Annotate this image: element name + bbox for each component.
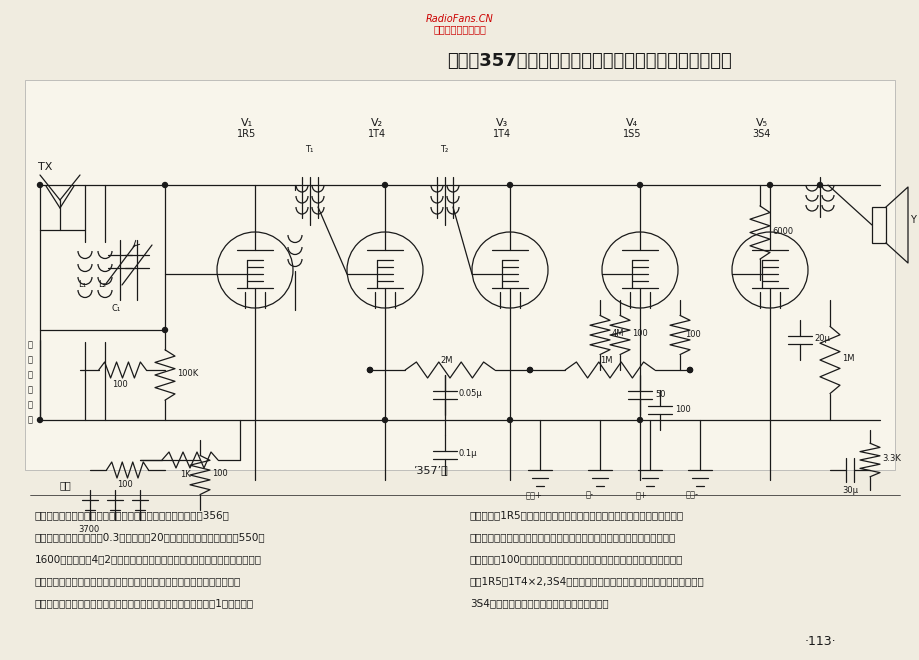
Text: V₁: V₁ — [241, 118, 253, 128]
Text: 50: 50 — [654, 390, 664, 399]
Text: 免除个别的1R5电子管在某点频率附近工作时引起的振荡叫声；短泥振荡回: 免除个别的1R5电子管在某点频率附近工作时引起的振荡叫声；短泥振荡回 — [470, 510, 684, 520]
Text: 甲+: 甲+ — [635, 490, 647, 499]
Text: 甲电+: 甲电+ — [526, 490, 542, 499]
Circle shape — [527, 368, 532, 372]
Text: 增: 增 — [28, 370, 33, 379]
Text: TX: TX — [38, 162, 52, 172]
Text: 1T4: 1T4 — [368, 129, 386, 139]
Text: 子犃1R5、1T4×2,3S4等四个帘栊依连在一起，合用一个降压电路，改善: 子犃1R5、1T4×2,3S4等四个帘栊依连在一起，合用一个降压电路，改善 — [470, 576, 704, 586]
Text: 益: 益 — [28, 385, 33, 394]
Text: 自: 自 — [28, 340, 33, 349]
Text: 1T4: 1T4 — [493, 129, 511, 139]
Text: 控: 控 — [28, 400, 33, 409]
Circle shape — [686, 368, 692, 372]
Text: 路，谐回路振荡线圈串接一只固定式云母垫衬电容器，达成同步调谐，屏回: 路，谐回路振荡线圈串接一只固定式云母垫衬电容器，达成同步调谐，屏回 — [470, 532, 675, 542]
Text: 1M: 1M — [841, 354, 854, 363]
Circle shape — [527, 368, 532, 372]
Text: 1R5: 1R5 — [237, 129, 256, 139]
Text: 3S4: 3S4 — [752, 129, 770, 139]
Text: Y: Y — [909, 215, 915, 225]
Text: 0.05μ: 0.05μ — [459, 389, 482, 398]
Text: 相同。电力消耗，甲电：0.3安，乙电：20毫安）收听频率范围：中泥550～: 相同。电力消耗，甲电：0.3安，乙电：20毫安）收听频率范围：中泥550～ — [35, 532, 266, 542]
Text: 1600千周，短扴4～2兆周；中频阻抗交连，第一中放管后面采用不调整式阻: 1600千周，短扴4～2兆周；中频阻抗交连，第一中放管后面采用不调整式阻 — [35, 554, 262, 564]
Text: 100: 100 — [685, 330, 700, 339]
Text: 3700: 3700 — [78, 525, 99, 534]
Text: V₃: V₃ — [495, 118, 507, 128]
Text: 【说明】本机为电池超外差式收音机，除下列各项外，其余与356型: 【说明】本机为电池超外差式收音机，除下列各项外，其余与356型 — [35, 510, 230, 520]
Circle shape — [686, 368, 692, 372]
Circle shape — [163, 183, 167, 187]
Text: RadioFans.CN: RadioFans.CN — [425, 14, 494, 24]
Text: 联一只半调整式云母垫衬电容器，用以同步调谐，屏回路串接一只1千欧电阵，: 联一只半调整式云母垫衬电容器，用以同步调谐，屏回路串接一只1千欧电阵， — [35, 598, 254, 608]
Text: 0.1μ: 0.1μ — [459, 449, 477, 458]
Text: 乙电: 乙电 — [60, 480, 72, 490]
Circle shape — [507, 183, 512, 187]
Circle shape — [367, 368, 372, 372]
Text: 20μ: 20μ — [813, 334, 829, 343]
Text: 1K: 1K — [180, 470, 190, 479]
Text: 100: 100 — [112, 380, 128, 389]
Text: 6000: 6000 — [771, 226, 792, 236]
Text: 乙-: 乙- — [585, 490, 594, 499]
Text: 乙甲-: 乙甲- — [686, 490, 698, 499]
Text: ’357’型: ’357’型 — [413, 465, 447, 475]
Text: 3.3K: 3.3K — [881, 454, 900, 463]
Text: 路串接一只100欧电阵，免除在高频工作时引起的干扰叫声；帘栊电路：电: 路串接一只100欧电阵，免除在高频工作时引起的干扰叫声；帘栊电路：电 — [470, 554, 683, 564]
Text: T₁: T₁ — [305, 145, 313, 154]
Bar — [25, 80, 894, 470]
Bar — [871, 207, 885, 243]
Text: C₁: C₁ — [112, 304, 121, 313]
Text: 30μ: 30μ — [841, 486, 857, 495]
Text: 1M: 1M — [599, 356, 612, 365]
Circle shape — [38, 418, 42, 422]
Text: V₅: V₅ — [755, 118, 767, 128]
Text: V₄: V₄ — [625, 118, 638, 128]
Circle shape — [382, 418, 387, 422]
Circle shape — [382, 183, 387, 187]
Text: 100: 100 — [118, 480, 133, 489]
Text: 2M: 2M — [439, 356, 452, 365]
Text: 100: 100 — [211, 469, 228, 478]
Text: V₂: V₂ — [370, 118, 382, 128]
Circle shape — [367, 368, 372, 372]
Text: 100K: 100K — [176, 369, 198, 378]
Text: 100: 100 — [631, 329, 647, 338]
Text: 4M: 4M — [611, 329, 624, 338]
Text: 3S4帘栊压受输入讯号变动的影响，减小失真。: 3S4帘栊压受输入讯号变动的影响，减小失真。 — [470, 598, 608, 608]
Text: T₂: T₂ — [439, 145, 448, 154]
Text: L₁: L₁ — [78, 280, 85, 289]
Circle shape — [637, 183, 641, 187]
Text: 动: 动 — [28, 355, 33, 364]
Text: 上海牌357型直流五管二波段（原上海广播器材厂产品）: 上海牌357型直流五管二波段（原上海广播器材厂产品） — [448, 52, 732, 70]
Circle shape — [766, 183, 772, 187]
Text: 1S5: 1S5 — [622, 129, 641, 139]
Circle shape — [507, 418, 512, 422]
Text: 抗容各一个组成，外围加如质隔离罩；中泥振荡回路（谐回路接振荡线圈串: 抗容各一个组成，外围加如质隔离罩；中泥振荡回路（谐回路接振荡线圈串 — [35, 576, 241, 586]
Circle shape — [38, 183, 42, 187]
Circle shape — [163, 327, 167, 333]
Text: 100: 100 — [675, 405, 690, 414]
Text: 制: 制 — [28, 415, 33, 424]
Text: 收音机爱好者资料库: 收音机爱好者资料库 — [433, 24, 486, 34]
Text: ·113·: ·113· — [803, 635, 834, 648]
Circle shape — [637, 418, 641, 422]
Circle shape — [817, 183, 822, 187]
Text: L₂: L₂ — [98, 280, 106, 289]
